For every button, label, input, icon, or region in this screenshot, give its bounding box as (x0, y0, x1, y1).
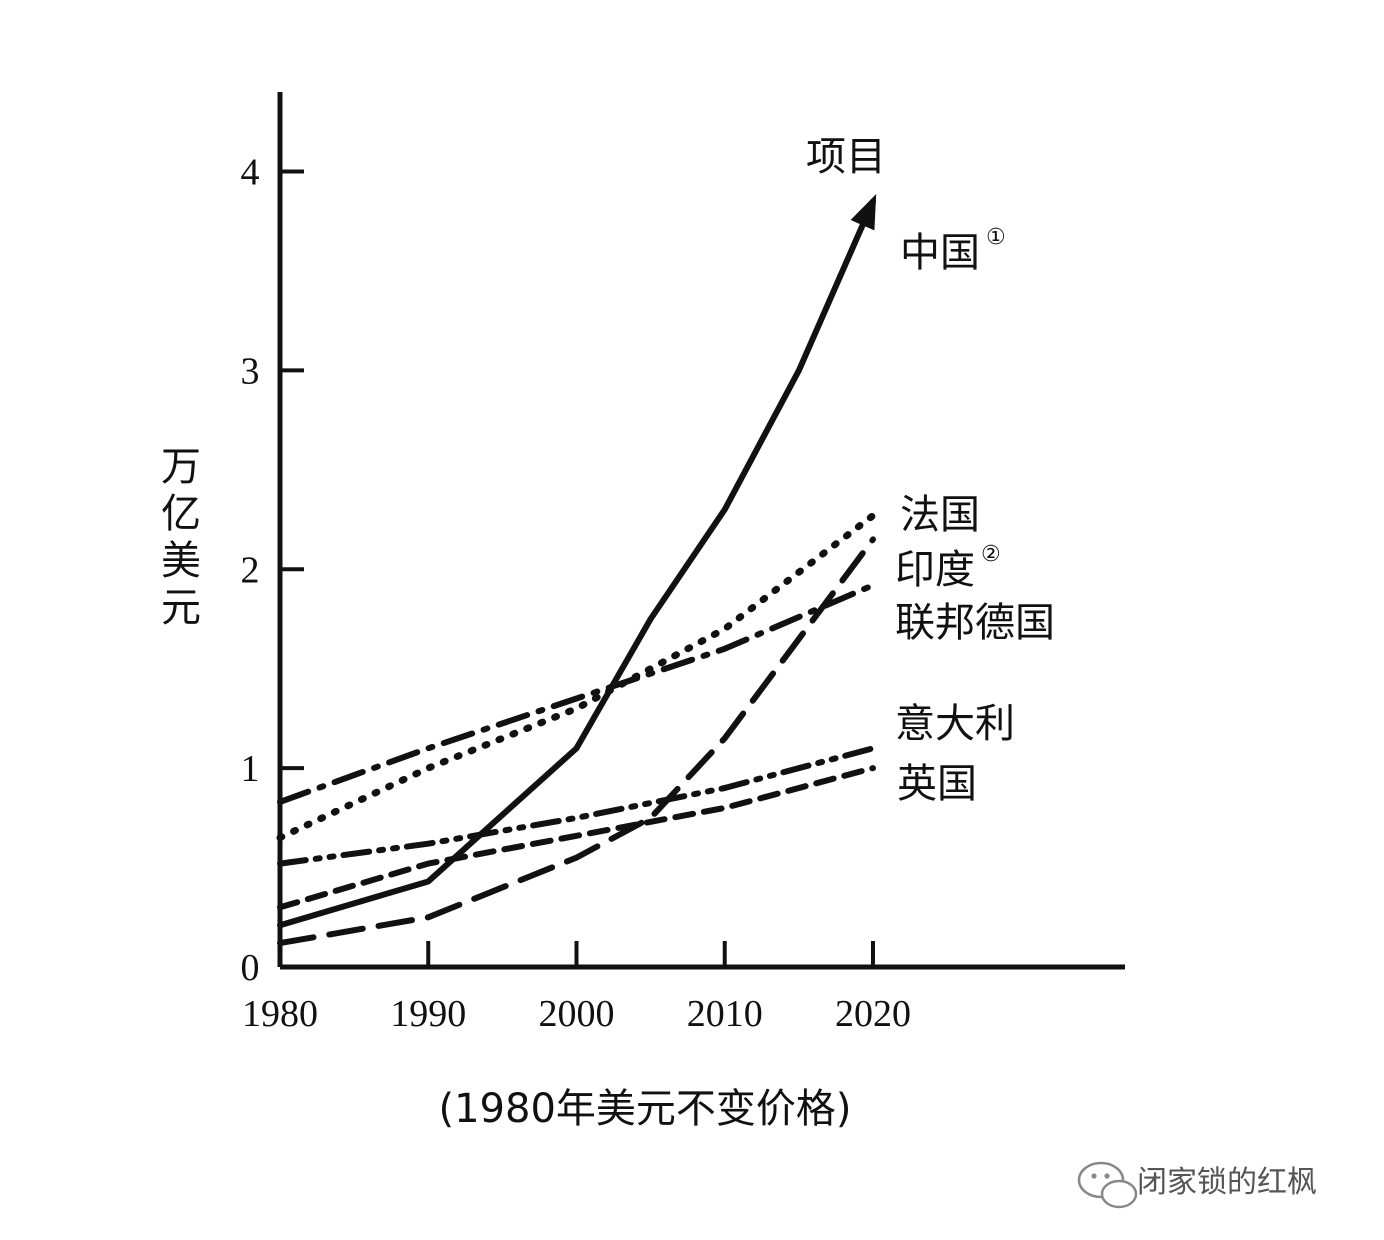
series-line-5 (277, 745, 876, 867)
y-tick-label: 4 (241, 152, 260, 194)
series-note-3: ② (981, 542, 1001, 567)
watermark-text: 闭家锁的红枫 (1137, 1165, 1317, 1200)
y-tick-label: 3 (241, 350, 260, 392)
series-label-3: 印度 (895, 547, 975, 593)
y-axis-title-char-3: 美 (161, 538, 201, 584)
y-axis-title-char-4: 元 (161, 585, 201, 631)
watermark: 闭家锁的红枫 (1077, 1161, 1317, 1209)
x-tick-label: 1980 (242, 993, 318, 1035)
series-note-1: ① (986, 225, 1006, 250)
y-axis-title: 万 亿 美 元 (161, 444, 201, 631)
y-tick-label: 0 (241, 947, 260, 989)
x-tick-label: 2020 (835, 993, 911, 1035)
series-label-6: 英国 (897, 761, 977, 807)
axes: 0 1 2 3 4 1980 1990 2000 2010 2020 (241, 92, 1125, 1035)
series-label-2: 法国 (900, 492, 980, 538)
series-label-1: 中国 (900, 230, 980, 276)
x-tick-label: 2010 (687, 993, 763, 1035)
series-label-5: 意大利 (895, 701, 1015, 747)
x-tick-label: 1990 (390, 993, 466, 1035)
y-axis-title-char-2: 亿 (161, 491, 201, 537)
y-axis-title-char-1: 万 (161, 444, 201, 490)
series-line-3 (277, 536, 876, 947)
y-tick-label: 2 (241, 549, 260, 591)
y-tick-label: 1 (241, 748, 260, 790)
series-line-1 (277, 198, 876, 929)
x-tick-label: 2000 (538, 993, 614, 1035)
series-line-4 (277, 582, 876, 805)
series-line-2 (276, 512, 877, 842)
series-line-6 (277, 765, 876, 911)
header-label: 项目 (806, 134, 886, 180)
wechat-icon (1077, 1161, 1138, 1209)
series-label-4: 联邦德国 (895, 600, 1055, 646)
series-layer (276, 194, 877, 947)
series-arrowhead (850, 194, 877, 231)
x-axis-title: (1980年美元不变价格) (438, 1086, 851, 1132)
